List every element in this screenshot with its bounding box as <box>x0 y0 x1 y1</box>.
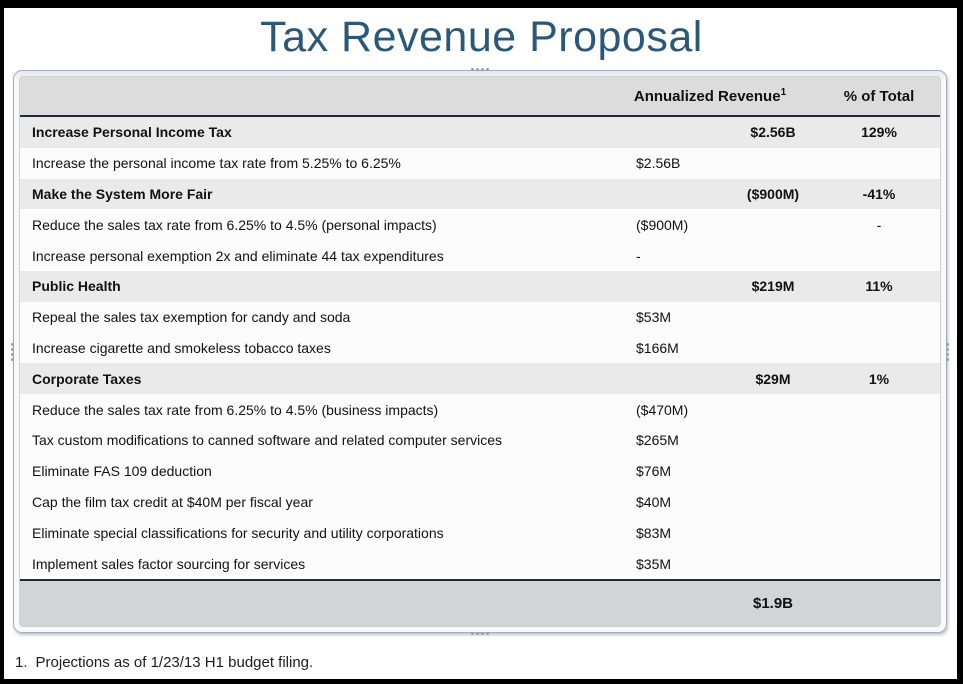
row-percent-of-total: - <box>876 216 882 233</box>
row-detail-revenue: $53M <box>636 309 672 326</box>
row-detail-revenue: $83M <box>636 524 672 541</box>
table-total-row: $1.9B <box>20 579 940 626</box>
row-description: Make the System More Fair <box>32 185 213 202</box>
row-description: Increase the personal income tax rate fr… <box>32 155 401 172</box>
row-description: Corporate Taxes <box>32 370 142 387</box>
row-percent-of-total: 129% <box>861 124 897 141</box>
row-percent-of-total: 1% <box>868 370 890 387</box>
row-description: Reduce the sales tax rate from 6.25% to … <box>32 216 437 233</box>
row-description: Increase Personal Income Tax <box>32 124 232 141</box>
table-row: Implement sales factor sourcing for serv… <box>20 548 940 579</box>
row-detail-revenue: $76M <box>636 463 672 480</box>
row-total-revenue: $219M <box>751 278 795 295</box>
row-description: Eliminate FAS 109 deduction <box>32 463 212 480</box>
row-percent-of-total: -41% <box>862 185 896 202</box>
footnote-text: Projections as of 1/23/13 H1 budget fili… <box>35 654 314 671</box>
table-header-row: Annualized Revenue1 % of Total <box>20 77 940 117</box>
row-detail-revenue: ($900M) <box>636 216 689 233</box>
page-title: Tax Revenue Proposal <box>260 13 703 61</box>
footnote-reference-superscript: 1 <box>780 87 787 98</box>
table-row: Tax custom modifications to canned softw… <box>20 424 940 456</box>
row-description: Increase personal exemption 2x and elimi… <box>32 247 444 264</box>
footnote: 1. Projections as of 1/23/13 H1 budget fi… <box>15 654 313 671</box>
row-total-revenue: $2.56B <box>750 124 796 141</box>
table-body: Increase Personal Income Tax $2.56B 129%… <box>20 117 940 579</box>
table-row: Eliminate FAS 109 deduction $76M <box>20 455 940 487</box>
row-detail-revenue: $265M <box>636 432 679 449</box>
header-annualized-revenue-label: Annualized Revenue <box>633 88 781 105</box>
row-total-revenue: $29M <box>755 370 791 387</box>
row-description: Repeal the sales tax exemption for candy… <box>32 309 351 326</box>
drag-handle-top[interactable] <box>471 68 489 71</box>
grand-total-value: $1.9B <box>752 595 794 612</box>
table-row: Cap the film tax credit at $40M per fisc… <box>20 486 940 518</box>
row-detail-revenue: ($470M) <box>636 401 689 418</box>
table-row: Increase personal exemption 2x and elimi… <box>20 240 940 271</box>
row-description: Increase cigarette and smokeless tobacco… <box>32 339 331 356</box>
drag-handle-bottom[interactable] <box>471 632 489 635</box>
table-row: Eliminate special classifications for se… <box>20 517 940 549</box>
row-detail-revenue: $2.56B <box>636 155 681 172</box>
row-description: Public Health <box>32 278 121 295</box>
row-detail-revenue: $35M <box>636 555 672 572</box>
table-row: Increase cigarette and smokeless tobacco… <box>20 332 940 364</box>
table-row: Make the System More Fair ($900M) -41% <box>20 178 940 210</box>
row-description: Eliminate special classifications for se… <box>32 524 444 541</box>
row-description: Cap the film tax credit at $40M per fisc… <box>32 493 313 510</box>
row-detail-revenue: - <box>636 247 641 264</box>
row-detail-revenue: $166M <box>636 339 679 356</box>
row-percent-of-total: 11% <box>865 278 893 295</box>
revenue-table: Annualized Revenue1 % of Total Increase … <box>19 76 941 627</box>
table-row: Increase the personal income tax rate fr… <box>20 147 940 179</box>
footnote-marker: 1. <box>15 654 28 671</box>
drag-handle-left[interactable] <box>11 342 14 361</box>
table-row: Public Health $219M 11% <box>20 270 940 302</box>
row-detail-revenue: $40M <box>636 493 672 510</box>
table-frame: Annualized Revenue1 % of Total Increase … <box>11 68 949 635</box>
table-row: Reduce the sales tax rate from 6.25% to … <box>20 209 940 241</box>
header-annualized-revenue: Annualized Revenue1 <box>628 87 830 105</box>
table-row: Corporate Taxes $29M 1% <box>20 363 940 395</box>
row-description: Reduce the sales tax rate from 6.25% to … <box>32 401 439 418</box>
table-row: Reduce the sales tax rate from 6.25% to … <box>20 394 940 425</box>
table-row: Repeal the sales tax exemption for candy… <box>20 301 940 333</box>
row-description: Implement sales factor sourcing for serv… <box>32 555 306 572</box>
table-row: Increase Personal Income Tax $2.56B 129% <box>20 117 940 148</box>
row-description: Tax custom modifications to canned softw… <box>32 432 503 449</box>
header-percent-of-total: % of Total <box>843 87 915 105</box>
drag-handle-right[interactable] <box>946 342 949 361</box>
row-total-revenue: ($900M) <box>746 185 800 202</box>
